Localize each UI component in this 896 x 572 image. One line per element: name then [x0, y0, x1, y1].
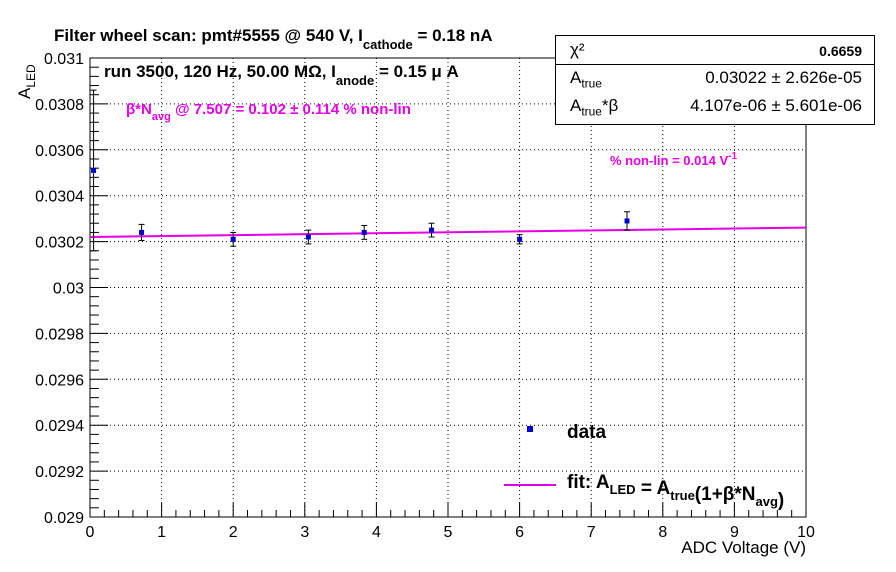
x-tick-label: 3 [300, 524, 309, 541]
x-tick-label: 5 [444, 524, 453, 541]
y-tick-label: 0.0308 [35, 97, 84, 114]
x-tick-label: 0 [86, 524, 95, 541]
plot-frame [89, 57, 807, 518]
x-tick-label: 8 [658, 524, 667, 541]
x-tick-label: 4 [372, 524, 381, 541]
chi2-label: χ² [570, 40, 585, 59]
y-tick-label: 0.029 [44, 510, 84, 527]
nonlin-annotation: β*Navg @ 7.507 = 0.102 ± 0.114 % non-lin [126, 101, 411, 123]
chi2-value: 0.6659 [819, 43, 862, 59]
y-tick-label: 0.0304 [35, 189, 84, 206]
legend-fit-label: fit: ALED = Atrue(1+β*Navg) [567, 472, 784, 511]
data-point [305, 234, 311, 240]
axes: 0 1 2 3 4 5 6 7 8 9 10 0.029 0.0292 0.0294 0.0296 0.029… [35, 51, 815, 541]
atrue-label: Atrue [570, 68, 602, 91]
data-point [429, 227, 435, 233]
fit-stats-box: χ² 0.6659 Atrue 0.03022 ± 2.626e-05 Atru… [555, 35, 875, 125]
beta-value: 4.107e-06 ± 5.601e-06 [690, 96, 862, 115]
data-points [90, 89, 630, 252]
y-axis-label: ALED [15, 64, 38, 99]
chart-title: Filter wheel scan: pmt#5555 @ 540 V, Ica… [54, 26, 493, 52]
data-point [139, 229, 145, 235]
y-tick-label: 0.031 [44, 51, 84, 68]
y-tick-label: 0.0296 [35, 372, 84, 389]
beta-label: Atrue*β [570, 96, 619, 119]
data-point [361, 229, 367, 235]
y-tick-label: 0.0302 [35, 235, 84, 252]
x-axis-label: ADC Voltage (V) [681, 538, 806, 557]
data-point [91, 167, 97, 173]
fit-curve [89, 226, 807, 239]
atrue-value: 0.03022 ± 2.626e-05 [705, 68, 862, 87]
y-tick-label: 0.0298 [35, 326, 84, 343]
data-point [517, 236, 523, 242]
x-tick-label: 10 [797, 524, 815, 541]
slope-annotation: % non-lin = 0.014 V-1 [610, 151, 737, 168]
y-tick-label: 0.0292 [35, 464, 84, 481]
x-tick-label: 2 [229, 524, 238, 541]
data-point [230, 236, 236, 242]
x-tick-label: 1 [157, 524, 166, 541]
x-tick-label: 6 [515, 524, 524, 541]
legend-data-marker [527, 426, 533, 432]
x-tick-label: 9 [730, 524, 739, 541]
stats-separator [556, 64, 874, 65]
y-tick-label: 0.0306 [35, 143, 84, 160]
y-tick-label: 0.0294 [35, 418, 84, 435]
x-tick-label: 7 [587, 524, 596, 541]
legend: data fit: ALED = Atrue(1+β*Navg) [504, 422, 784, 511]
grid-lines [90, 58, 806, 517]
y-tick-label: 0.03 [53, 281, 84, 298]
data-point [624, 218, 630, 224]
fit-line [89, 226, 807, 239]
run-info: run 3500, 120 Hz, 50.00 MΩ, Ianode = 0.1… [104, 62, 459, 88]
legend-data-label: data [567, 422, 607, 443]
